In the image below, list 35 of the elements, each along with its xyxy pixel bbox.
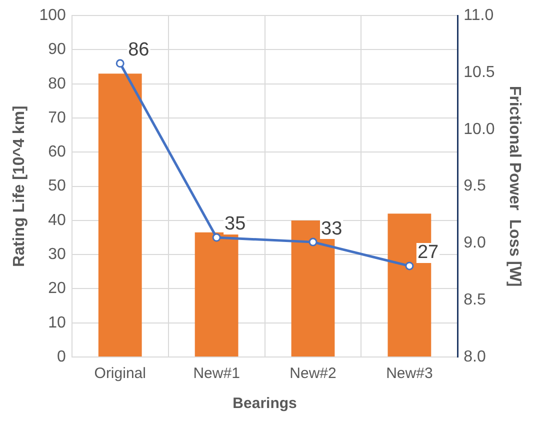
x-tick-label: Original	[94, 365, 146, 382]
y2-tick-label: 9.0	[464, 234, 486, 252]
bar	[194, 232, 238, 356]
y-tick-label: 0	[56, 348, 66, 366]
annotation: 27	[417, 242, 439, 264]
y-tick-label: 80	[48, 75, 66, 92]
y-tick-label: 10	[48, 314, 66, 332]
x-tick-label: New#3	[386, 365, 433, 382]
point	[405, 262, 414, 270]
annotation: 86	[128, 40, 150, 61]
x-tick-label: New#2	[290, 365, 336, 382]
annotation: 33	[321, 218, 342, 240]
y-tick-label: 50	[48, 178, 66, 195]
y-tick-label: 30	[48, 246, 66, 263]
y-tick-label: 100	[39, 7, 66, 24]
x-tick-label: New#1	[193, 365, 240, 382]
point	[212, 233, 221, 242]
y-tick-label: 90	[48, 41, 66, 58]
y-tick-label: 20	[48, 280, 66, 298]
y2-tick-label: 9.5	[464, 178, 486, 195]
point	[308, 238, 318, 246]
y-axis-title: Rating Life [10^4 km]	[11, 106, 28, 267]
bar	[98, 74, 142, 356]
y2-tick-label: 8.5	[464, 292, 486, 309]
y-tick-label: 40	[48, 212, 66, 229]
y2-tick-label: 10.5	[464, 64, 495, 81]
point	[116, 59, 124, 68]
x-axis-title: Bearings	[232, 395, 297, 412]
y2-tick-label: 10.0	[464, 120, 495, 138]
annotation: 35	[224, 214, 246, 235]
y-tick-label: 70	[48, 109, 66, 126]
y2-tick-label: 8.0	[464, 348, 486, 366]
y-tick-label: 60	[48, 144, 66, 161]
y2-axis-title: Frictional Power Loss [W]	[506, 86, 523, 287]
y2-tick-label: 11.0	[464, 7, 494, 24]
